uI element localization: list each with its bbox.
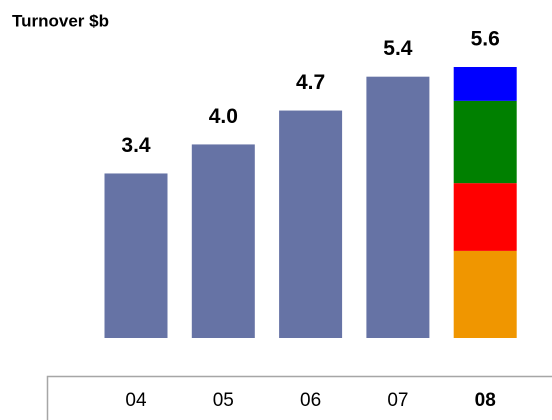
x-tick-label: 08 <box>475 390 496 411</box>
bar-segment <box>453 67 517 101</box>
category-box <box>46 375 552 420</box>
chart-title: Turnover $b <box>12 11 109 30</box>
total-label: 4.0 <box>209 105 238 128</box>
bar-segment <box>453 100 517 184</box>
total-label: 4.7 <box>296 71 325 94</box>
total-label: 5.4 <box>383 37 413 60</box>
x-tick-label: 05 <box>213 390 234 411</box>
total-label: 5.6 <box>471 28 500 51</box>
bar-segment <box>191 144 255 338</box>
bar-segment <box>279 110 343 338</box>
bar-segment <box>453 250 517 338</box>
x-tick-label: 04 <box>125 390 147 411</box>
bar-segment <box>366 76 430 338</box>
total-label: 3.4 <box>121 134 151 157</box>
bar-segment <box>453 183 517 251</box>
x-tick-label: 07 <box>387 390 408 411</box>
x-tick-label: 06 <box>300 390 321 411</box>
bar-segment <box>104 173 168 338</box>
